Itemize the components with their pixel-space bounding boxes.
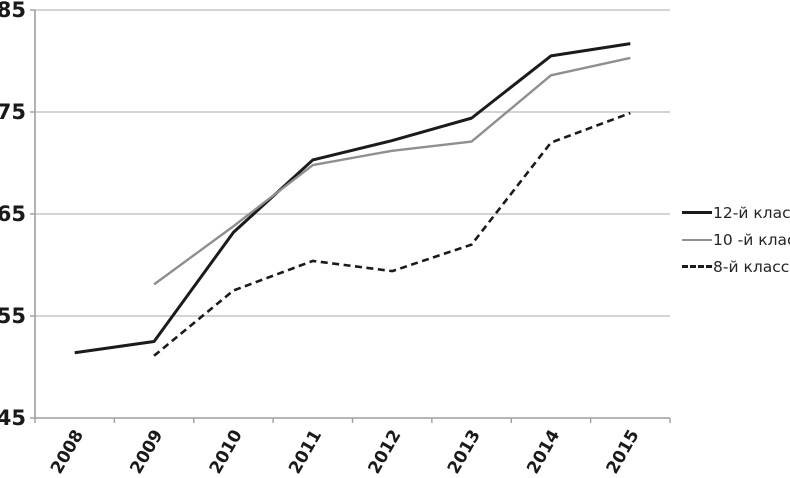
legend-item-grade-8: 8-й класс [682, 253, 790, 280]
svg-text:2012: 2012 [365, 427, 406, 478]
legend-item-grade-12: 12-й класс [682, 199, 790, 226]
svg-text:55: 55 [0, 304, 26, 328]
svg-text:2015: 2015 [603, 427, 644, 478]
svg-text:75: 75 [0, 100, 26, 124]
svg-text:2014: 2014 [523, 426, 564, 477]
svg-text:85: 85 [0, 0, 26, 22]
solid-black-line-swatch-icon [682, 211, 712, 214]
legend-label-grade-12: 12-й класс [713, 203, 790, 222]
chart-legend: 12-й класс 10 -й класс 8-й класс [682, 199, 790, 280]
solid-gray-line-swatch-icon [682, 238, 712, 241]
legend-label-grade-8: 8-й класс [713, 257, 790, 276]
svg-text:2013: 2013 [444, 427, 485, 478]
svg-text:2008: 2008 [47, 427, 88, 478]
legend-item-grade-10: 10 -й класс [682, 226, 790, 253]
dashed-black-line-swatch-icon [682, 265, 712, 268]
svg-text:2009: 2009 [126, 427, 167, 478]
svg-text:65: 65 [0, 202, 26, 226]
svg-text:2010: 2010 [206, 426, 247, 477]
legend-label-grade-10: 10 -й класс [713, 230, 790, 249]
svg-text:2011: 2011 [285, 427, 326, 478]
svg-text:45: 45 [0, 406, 26, 430]
